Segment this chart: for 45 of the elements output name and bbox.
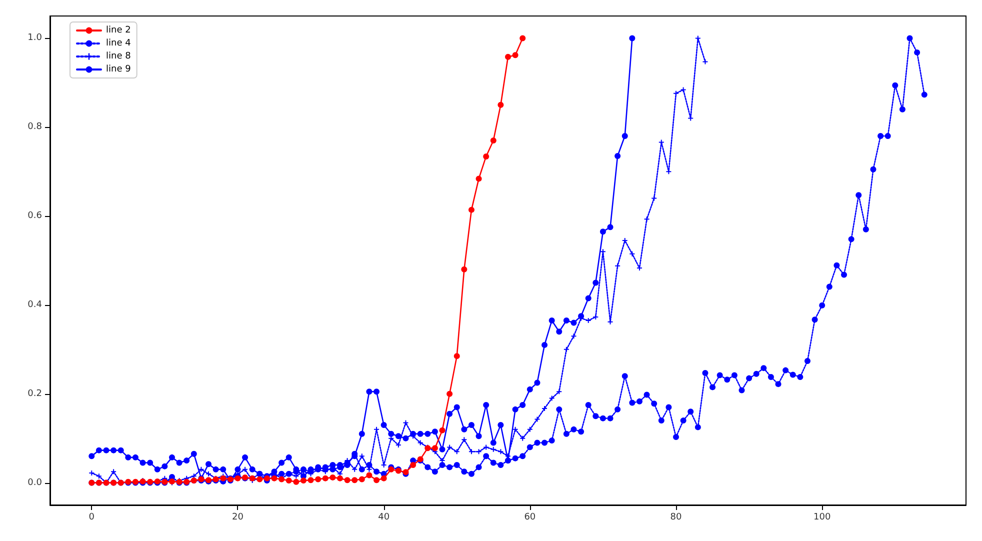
- y-tick-label: 0.6: [28, 211, 42, 222]
- x-tick-label: 20: [232, 512, 244, 522]
- point: [293, 478, 300, 485]
- point: [410, 462, 416, 468]
- point: [476, 176, 482, 182]
- legend-label: line 2: [106, 26, 131, 36]
- point: [512, 52, 518, 58]
- point: [344, 477, 350, 484]
- point: [380, 475, 387, 482]
- point: [322, 475, 328, 482]
- legend-label: line 4: [106, 38, 132, 48]
- point: [352, 477, 358, 484]
- legend-label: line 8: [106, 52, 132, 62]
- point: [454, 353, 460, 360]
- legend-label: line 9: [106, 64, 132, 74]
- point: [439, 427, 446, 434]
- x-tick-label: 40: [378, 512, 390, 522]
- point: [315, 476, 322, 482]
- y-tick-label: 0.2: [28, 388, 42, 399]
- x-tick-label: 0: [88, 512, 95, 522]
- point: [308, 477, 314, 484]
- point: [446, 390, 453, 397]
- y-tick-label: 0.0: [28, 478, 42, 488]
- point: [358, 476, 365, 482]
- point: [468, 206, 474, 213]
- point: [498, 102, 504, 108]
- point: [337, 475, 343, 482]
- point: [432, 445, 438, 452]
- x-tick-label: 60: [524, 512, 536, 522]
- point: [520, 35, 526, 42]
- x-tick-label: 100: [814, 512, 831, 522]
- point: [330, 474, 336, 480]
- point: [490, 137, 496, 144]
- point: [286, 478, 292, 484]
- y-tick-label: 0.4: [28, 300, 42, 310]
- y-tick-label: 1.0: [28, 33, 42, 44]
- point: [366, 472, 372, 478]
- point: [483, 153, 490, 160]
- point: [461, 266, 468, 272]
- point: [220, 475, 226, 482]
- x-tick-label: 80: [670, 512, 682, 522]
- y-tick-label: 0.8: [28, 122, 42, 132]
- point: [505, 54, 511, 60]
- point: [300, 478, 306, 484]
- point: [374, 477, 380, 484]
